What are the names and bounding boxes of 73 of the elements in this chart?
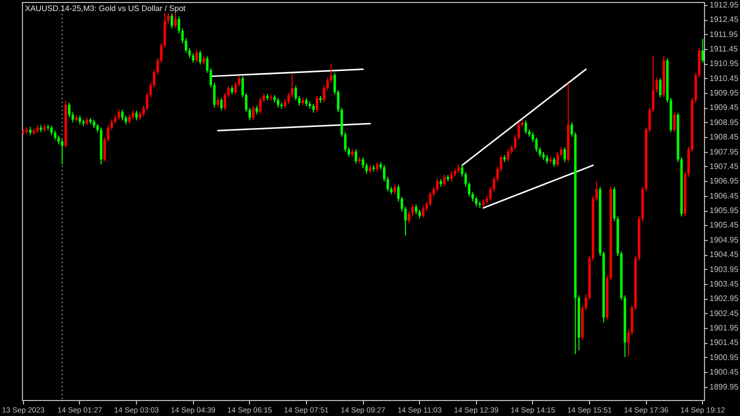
candlestick [198,50,202,66]
candlestick [450,170,453,182]
candlestick [411,204,414,217]
y-tick-label: 1904.95 [710,235,739,244]
candlestick [290,73,294,98]
y-tick-label: 1900.45 [710,368,739,377]
y-tick-label: 1911.95 [710,30,738,39]
y-tick-label: 1910.45 [710,74,739,83]
chart-title: XAUUSD.14-25,M3: Gold vs US Dollar / Spot [25,4,186,13]
y-tick-label: 1909.45 [710,103,739,112]
y-tick-label: 1907.95 [710,147,739,156]
y-tick-label: 1901.95 [710,324,739,333]
candlestick [436,178,439,192]
candlestick [382,164,386,182]
candlestick [394,184,396,195]
candlestick [376,162,378,172]
candlestick [60,138,64,165]
candlestick [294,85,297,101]
candlestick [178,16,180,34]
y-tick-label: 1911.45 [710,44,738,54]
y-tick-label: 1905.95 [710,206,739,216]
candlestick [443,174,446,187]
candlestick [170,12,174,29]
y-tick-label: 1910.95 [710,59,739,68]
candlestick [386,176,390,192]
y-tick-label: 1902.45 [710,308,739,318]
y-tick-label: 1903.45 [710,279,739,288]
candlestick [54,130,56,141]
y-tick-label: 1908.45 [710,132,739,142]
candlestick [50,125,53,136]
candlestick [68,102,70,118]
candlestick [195,49,198,64]
candlestick [524,120,528,134]
y-tick-label: 1909.95 [710,88,739,98]
y-tick-label: 1907.45 [710,162,739,171]
candlestick [506,148,510,162]
candlestick [252,105,255,120]
y-tick-label: 1906.95 [710,176,739,186]
candlestick [563,146,566,163]
candlestick [702,38,704,64]
candlestick [429,190,432,207]
candlestick [354,148,358,164]
candlestick [128,114,131,124]
y-tick-label: 1906.45 [710,191,739,200]
y-tick-label: 1912.95 [710,0,739,10]
candlestick [422,206,424,218]
y-tick-label: 1905.45 [710,220,739,230]
candlestick [365,162,368,174]
candlestick [673,112,676,133]
candlestick [276,98,280,108]
y-tick-label: 1900.95 [710,352,739,362]
candlestick [656,76,658,94]
candlestick [259,96,262,114]
candlestick [72,112,74,123]
candlestick [192,52,194,64]
y-tick-label: 1908.95 [710,118,739,127]
y-tick-label: 1902.95 [710,294,739,304]
candlestick [659,78,662,98]
candlestick [121,109,124,121]
candlestick [414,204,418,215]
candlestick [224,92,226,111]
candlestick [118,108,120,120]
candlestick [552,156,556,168]
y-tick-label: 1904.45 [710,250,739,260]
y-tick-label: 1903.95 [710,264,739,274]
y-tick-label: 1901.45 [710,338,739,348]
candlestick [475,196,478,208]
candlestick [174,12,177,29]
candlestick [220,98,223,112]
y-tick-label: 1912.45 [710,15,739,24]
candlestick [216,96,220,108]
y-tick-label: 1899.95 [710,382,739,392]
candlestick [500,154,502,172]
